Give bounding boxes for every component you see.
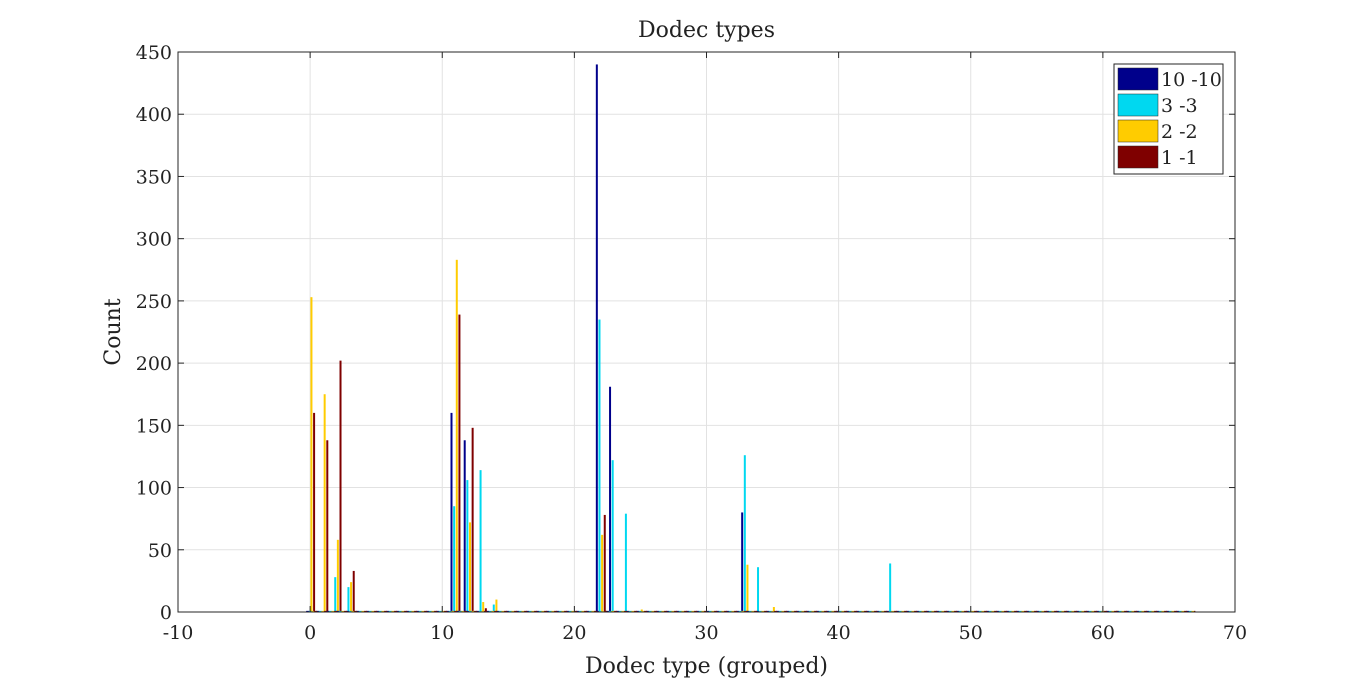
y-tick-label: 0: [160, 602, 172, 624]
x-tick-label: 40: [827, 622, 851, 644]
y-tick-label: 250: [136, 291, 172, 313]
x-tick-label: 60: [1091, 622, 1115, 644]
bar-2m2: [482, 602, 485, 612]
bar-3m3: [453, 506, 456, 612]
legend-label: 10 -10: [1161, 69, 1222, 91]
bar-2m2: [455, 259, 458, 612]
bar-2m2: [323, 394, 326, 612]
x-tick-label: 50: [959, 622, 983, 644]
bar-3m3: [611, 460, 614, 612]
bar-1m1: [471, 427, 474, 612]
bar-2m2: [336, 539, 339, 612]
bar-1m1: [484, 608, 487, 612]
bar-3m3: [624, 513, 627, 612]
bar-10m10: [595, 64, 598, 612]
y-tick-label: 350: [136, 166, 172, 188]
bar-1m1: [313, 412, 316, 612]
x-tick-label: 10: [430, 622, 454, 644]
bar-2m2: [495, 599, 498, 612]
bar-10m10: [450, 412, 453, 612]
bar-3m3: [334, 577, 337, 612]
y-tick-label: 50: [148, 540, 172, 562]
bar-2m2: [350, 582, 353, 612]
bar-3m3: [889, 563, 892, 612]
y-tick-label: 150: [136, 415, 172, 437]
x-tick-label: 30: [694, 622, 718, 644]
bar-2m2: [601, 534, 604, 612]
legend-swatch: [1117, 119, 1159, 143]
bar-2m2: [746, 564, 749, 612]
y-tick-label: 400: [136, 104, 172, 126]
bar-2m2: [310, 297, 313, 612]
y-tick-label: 450: [136, 42, 172, 64]
bar-1m1: [352, 570, 355, 612]
legend-label: 1 -1: [1161, 147, 1198, 169]
bar-1m1: [458, 314, 461, 612]
legend-swatch: [1117, 145, 1159, 169]
x-axis-label: Dodec type (grouped): [585, 654, 828, 679]
bar-10m10: [609, 386, 612, 612]
y-axis-label: Count: [101, 298, 126, 365]
bar-3m3: [347, 587, 350, 612]
bar-3m3: [492, 604, 495, 612]
bar-1m1: [339, 360, 342, 612]
legend-swatch: [1117, 67, 1159, 91]
y-tick-label: 200: [136, 353, 172, 375]
bar-3m3: [466, 480, 469, 612]
bar-1m1: [326, 440, 329, 612]
legend-label: 2 -2: [1161, 121, 1198, 143]
bar-3m3: [598, 319, 601, 612]
bar-2m2: [468, 522, 471, 612]
bar-2m2: [640, 609, 643, 612]
y-tick-label: 100: [136, 478, 172, 500]
x-tick-label: 0: [304, 622, 316, 644]
bar-3m3: [743, 455, 746, 612]
x-tick-label: 20: [562, 622, 586, 644]
bar-1m1: [603, 514, 606, 612]
bar-3m3: [757, 567, 760, 612]
y-tick-label: 300: [136, 229, 172, 251]
bar-3m3: [479, 470, 482, 612]
legend-label: 3 -3: [1161, 95, 1198, 117]
chart-title: Dodec types: [638, 18, 775, 43]
bar-10m10: [463, 440, 466, 612]
x-tick-label: -10: [163, 622, 194, 644]
x-tick-label: 70: [1223, 622, 1247, 644]
legend-swatch: [1117, 93, 1159, 117]
bar-2m2: [772, 607, 775, 612]
bar-10m10: [741, 512, 744, 612]
